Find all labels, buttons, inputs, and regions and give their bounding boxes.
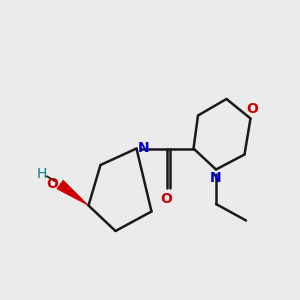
Text: N: N [138,141,150,155]
Polygon shape [57,180,88,206]
Text: O: O [46,177,58,191]
Text: N: N [210,171,222,185]
Text: H: H [36,167,46,181]
Text: O: O [160,192,172,206]
Text: O: O [246,101,258,116]
